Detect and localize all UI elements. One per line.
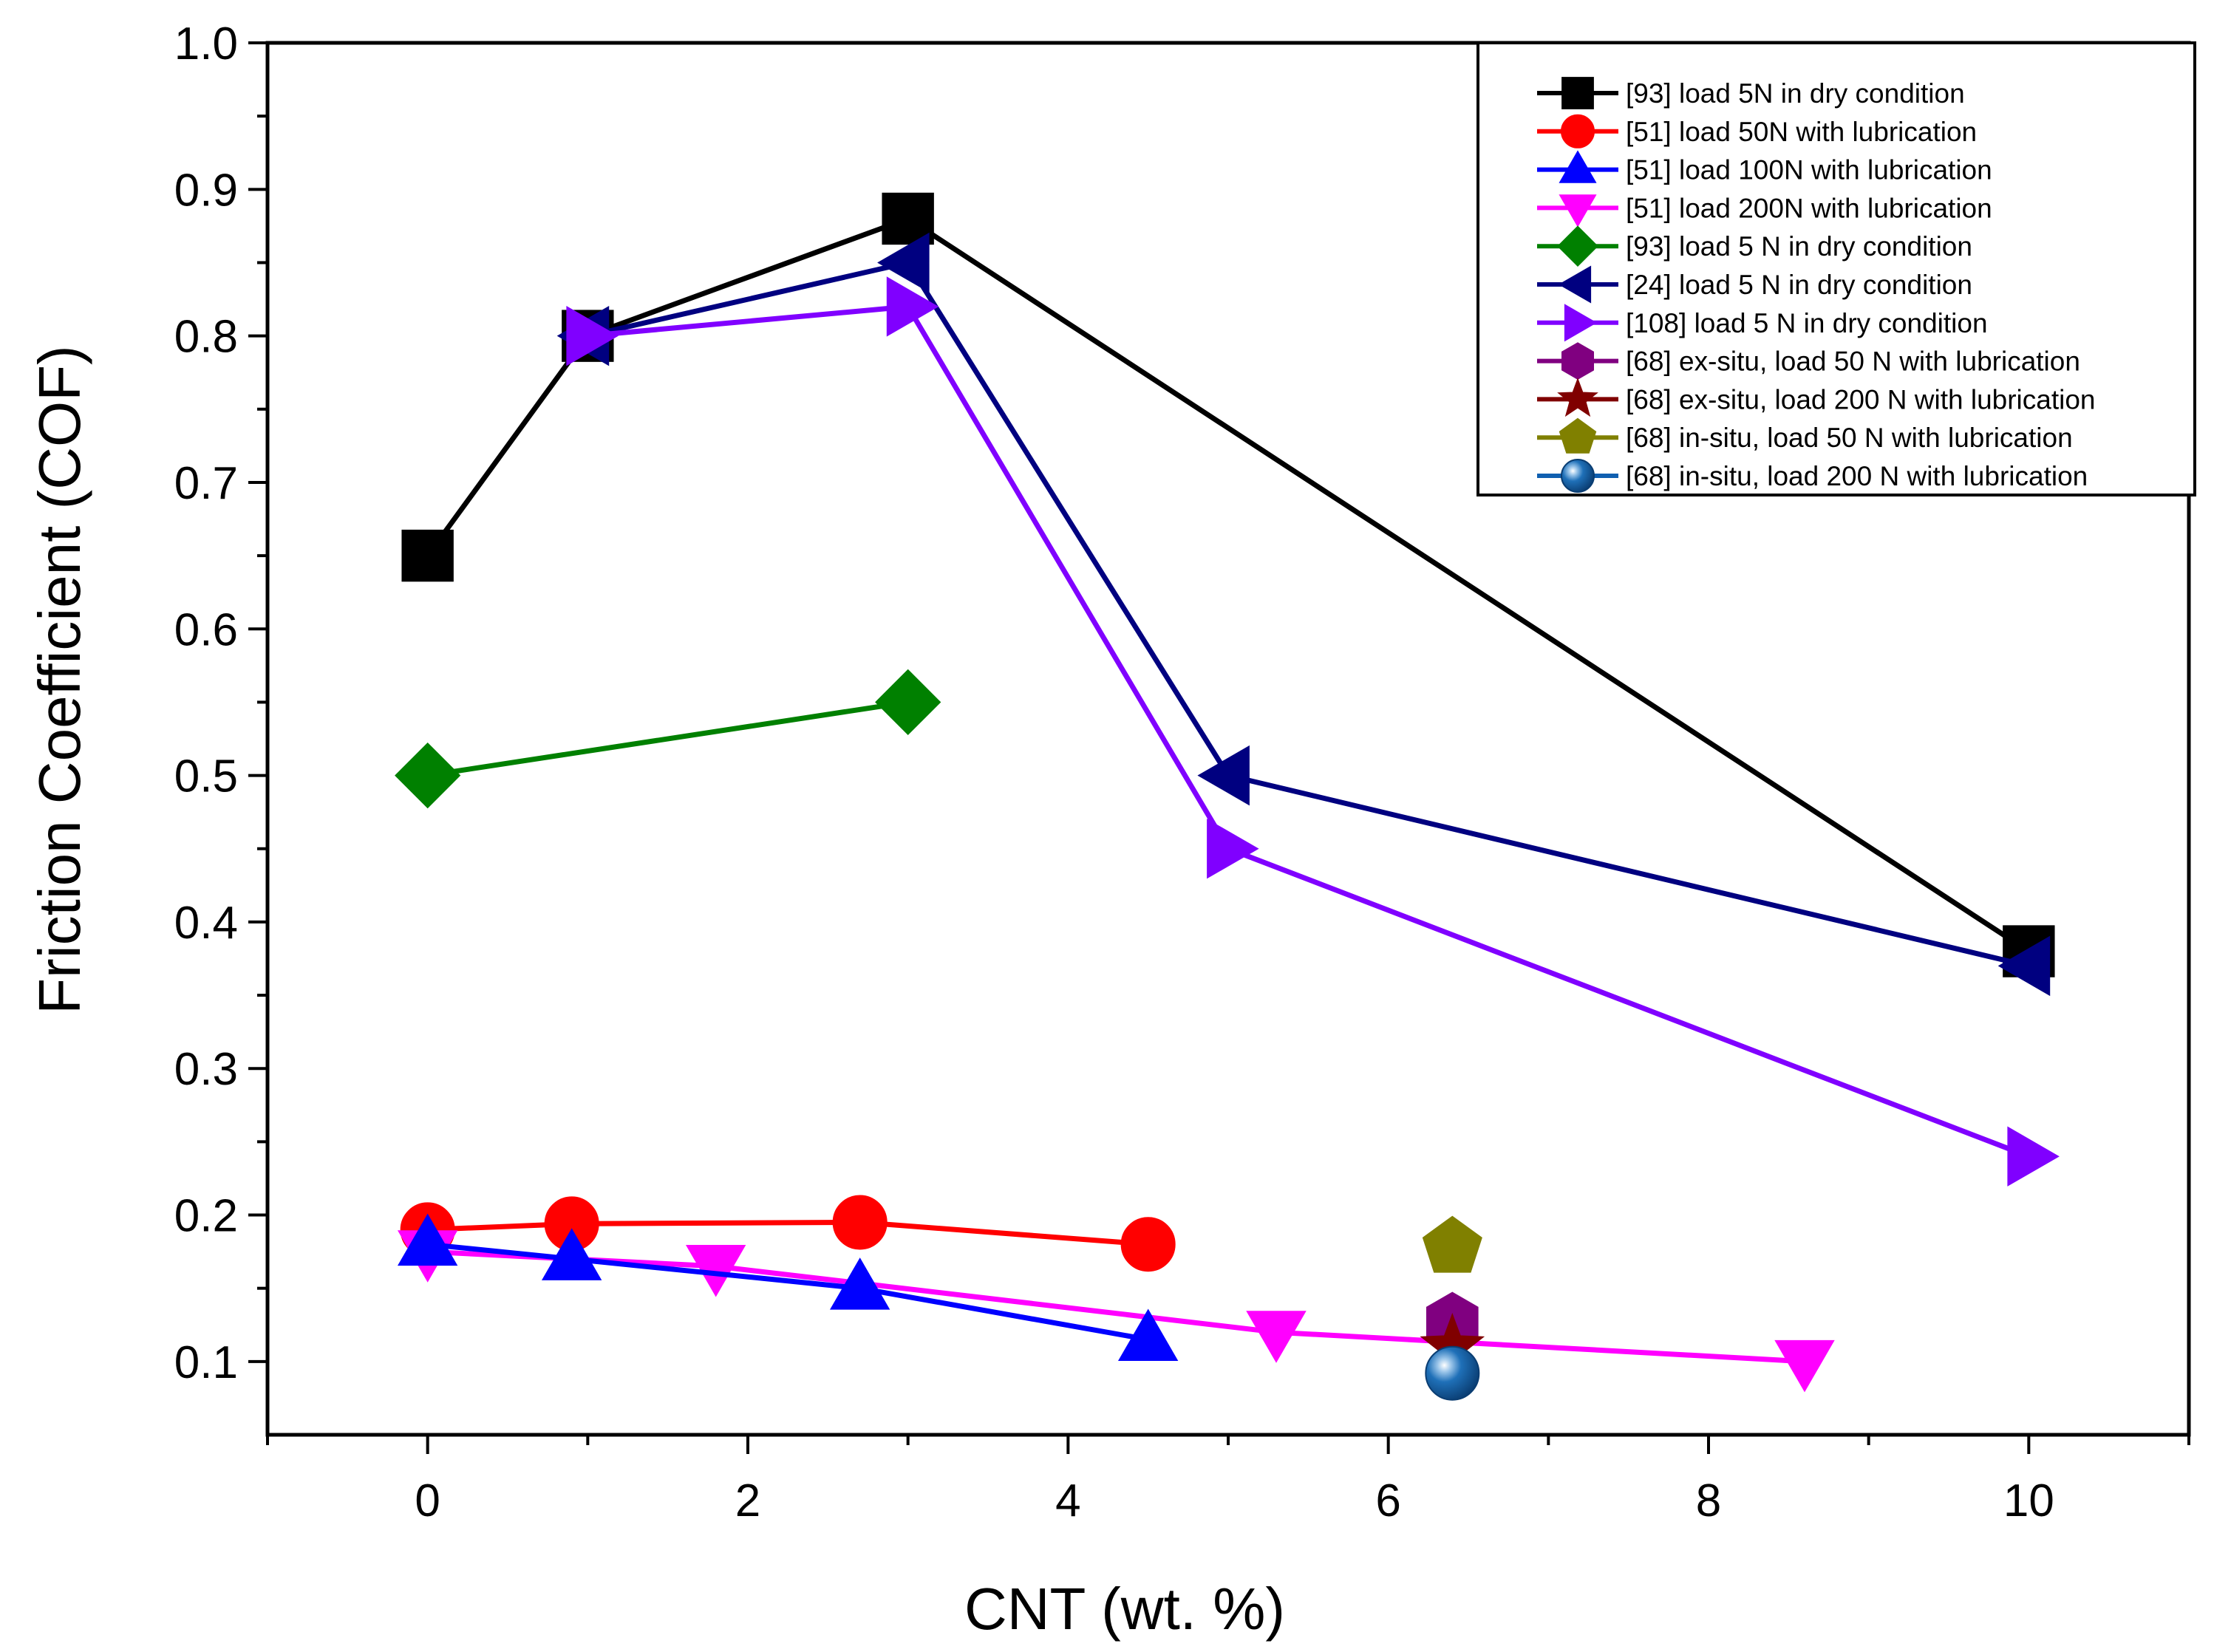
legend-label: [108] load 5 N in dry condition [1626, 308, 1988, 338]
legend-box [1476, 41, 2196, 496]
y-tick-label: 0.9 [174, 165, 238, 216]
legend-item: [93] load 5N in dry condition [1537, 77, 1965, 109]
legend-item: [51] load 50N with lubrication [1537, 114, 1977, 149]
legend-label: [51] load 50N with lubrication [1626, 117, 1977, 147]
data-point [1997, 935, 2051, 997]
data-point [1246, 1311, 1307, 1363]
legend-marker [1559, 150, 1597, 183]
series-line [427, 1241, 1149, 1342]
data-point [886, 276, 939, 337]
data-point [397, 1213, 458, 1266]
series-line [427, 699, 909, 779]
legend-marker [1559, 417, 1597, 454]
data-point [395, 742, 461, 809]
legend-label: [68] in-situ, load 50 N with lubrication [1626, 423, 2073, 453]
legend-item: [68] ex-situ, load 50 N with lubrication [1537, 342, 2080, 380]
data-point [832, 1195, 888, 1250]
legend-label: [51] load 200N with lubrication [1626, 193, 1992, 223]
data-point [829, 1257, 890, 1310]
legend: [93] load 5N in dry condition [51] load 5… [1476, 41, 2196, 496]
y-tick-label: 0.7 [174, 458, 238, 509]
x-tick-label: 8 [1696, 1475, 1721, 1526]
data-point [877, 232, 930, 293]
legend-label: [93] load 5 N in dry condition [1626, 231, 1972, 262]
axis-labels: CNT (wt. %) Friction Coefficient (COF) [27, 345, 1285, 1642]
data-point [1117, 1308, 1179, 1361]
y-tick-label: 0.4 [174, 898, 238, 949]
x-tick-label: 2 [735, 1475, 760, 1526]
data-point [2007, 1126, 2060, 1187]
y-tick-label: 0.6 [174, 604, 238, 655]
data-point [1774, 1339, 1835, 1393]
x-tick-label: 0 [415, 1475, 440, 1526]
data-point [875, 669, 941, 736]
legend-item: [108] load 5 N in dry condition [1537, 304, 1988, 342]
legend-item: [68] ex-situ, load 200 N with lubricatio… [1537, 378, 2096, 417]
y-tick-label: 0.3 [174, 1044, 238, 1095]
legend-label: [68] in-situ, load 200 N with lubricatio… [1626, 461, 2088, 491]
legend-label: [68] ex-situ, load 50 N with lubrication [1626, 347, 2080, 377]
legend-label: [24] load 5 N in dry condition [1626, 270, 1972, 300]
y-tick-label: 0.8 [174, 312, 238, 363]
data-point [1422, 1215, 1482, 1273]
y-tick-label: 0.1 [174, 1337, 238, 1388]
data-point [566, 305, 619, 366]
legend-item: [68] in-situ, load 200 N with lubricatio… [1537, 459, 2088, 493]
series-line [587, 304, 2030, 1159]
series-line [587, 260, 2030, 969]
series-2 [397, 1213, 1179, 1361]
y-tick-label: 0.5 [174, 751, 238, 802]
series-1 [400, 1195, 1176, 1272]
series-9 [1422, 1215, 1482, 1273]
data-point [401, 529, 454, 582]
y-axis-title: Friction Coefficient (COF) [27, 345, 92, 1014]
y-tick-label: 0.2 [174, 1191, 238, 1242]
series-5 [556, 232, 2051, 997]
series-line [425, 216, 2031, 954]
legend-marker [1558, 265, 1592, 304]
legend-marker [1561, 114, 1595, 149]
series-line [427, 1219, 1148, 1247]
series-3 [397, 1230, 1835, 1393]
legend-item: [93] load 5 N in dry condition [1537, 225, 1972, 267]
x-tick-label: 6 [1375, 1475, 1400, 1526]
legend-label: [68] ex-situ, load 200 N with lubricatio… [1626, 384, 2096, 414]
x-tick-label: 4 [1055, 1475, 1080, 1526]
data-point [1197, 745, 1250, 806]
legend-label: [51] load 100N with lubrication [1626, 155, 1992, 185]
data-point [1120, 1217, 1176, 1272]
legend-marker [1561, 77, 1594, 109]
legend-marker [1557, 378, 1598, 417]
series-4 [395, 669, 941, 809]
legend-item: [51] load 100N with lubrication [1537, 150, 1992, 185]
legend-item: [68] in-situ, load 50 N with lubrication [1537, 417, 2073, 454]
x-tick-label: 10 [2003, 1475, 2054, 1526]
legend-item: [51] load 200N with lubrication [1537, 193, 1992, 228]
legend-label: [93] load 5N in dry condition [1626, 78, 1965, 109]
legend-marker [1564, 304, 1598, 342]
x-axis-title: CNT (wt. %) [964, 1576, 1285, 1642]
legend-item: [24] load 5 N in dry condition [1537, 265, 1972, 304]
plot-series [395, 192, 2060, 1401]
legend-marker [1561, 459, 1595, 493]
legend-marker [1557, 225, 1598, 267]
series-line [427, 1249, 1805, 1365]
series-6 [566, 276, 2060, 1187]
legend-marker [1559, 194, 1597, 228]
y-tick-label: 1.0 [174, 18, 238, 69]
axes: 0 2 4 6 8 10 0.1 0.2 0.3 0.4 0.5 0.6 0.7 0.8 0.9 1.0 [174, 18, 2191, 1526]
data-point [541, 1228, 602, 1280]
data-point [1207, 819, 1259, 879]
data-point [1425, 1345, 1480, 1401]
series-10 [1425, 1345, 1480, 1401]
